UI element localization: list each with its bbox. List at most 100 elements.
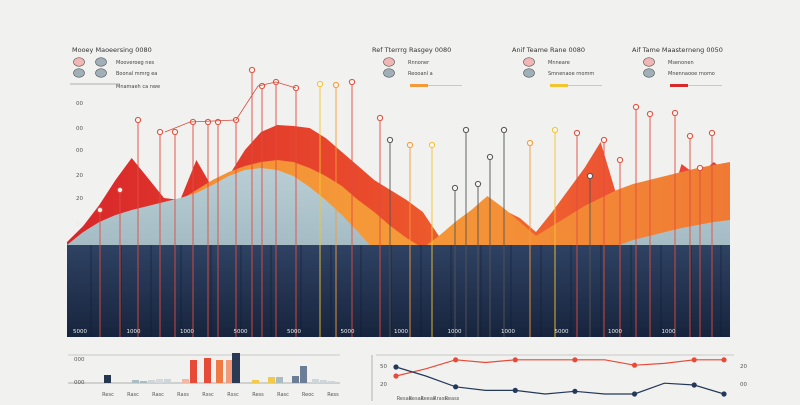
line-point [691,357,697,363]
bar [292,376,299,383]
bar-x-tick-label: Rssc [202,392,214,398]
legend-item: Boonal mmrg ea [116,71,157,77]
bar [268,377,275,383]
legend-swatch-icon [643,57,655,67]
line-x-tick-label: Resas [409,396,424,401]
line-point [631,391,638,397]
x-tick-label: 5000 [73,329,87,335]
bar-x-tick-label: Rass [177,392,189,398]
x-tick-label: 1000 [180,329,194,335]
legend-item: Mnneare [548,60,570,66]
data-point-marker [486,153,494,161]
bar-y-tick-label: 000 [74,380,85,386]
bar-x-tick-label: Rssc [227,392,239,398]
line-point [393,364,399,370]
legend-swatch-icon [95,68,107,78]
x-tick-label: 5000 [341,329,355,335]
legend-accent-bar [410,84,428,87]
legend-item: Smnenaoe rnomm [548,71,594,77]
legend-swatch-icon [95,57,107,67]
line-point [453,384,459,390]
data-point-marker [428,141,436,149]
bar-y-tick-label: 000 [74,357,85,363]
line-y-tick-label-right: 00 [740,382,747,388]
line-y-tick-label: 50 [380,364,387,370]
line-x-tick-label: Reass [445,396,460,401]
y-tick-label: 20 [76,173,83,179]
legend-item: Reooanl a [408,71,433,77]
x-tick-label: 1000 [127,329,141,335]
data-point-marker [573,129,581,137]
data-point-marker [134,116,142,124]
legend-title: Ref Tterrrg Rasgey 0080 [372,46,451,54]
data-point-marker [316,80,324,88]
bar [226,360,233,383]
data-point-marker [376,114,384,122]
legend-swatch-icon [523,68,535,78]
bar [300,366,307,383]
y-tick-label: 00 [76,101,83,107]
navy-line-series [395,366,725,395]
bar [132,380,139,383]
data-point-marker [551,126,559,134]
data-point-marker [671,109,679,117]
data-point-marker [248,66,256,74]
legend-accent-bar [550,84,568,87]
data-point-marker [116,186,124,194]
x-tick-label: 1000 [448,329,462,335]
data-point-marker [616,156,624,164]
bar [328,381,335,383]
bar [148,380,155,383]
line-point [572,388,578,394]
bar [104,375,111,383]
bar-x-tick-label: Rasc [127,392,139,398]
bar-x-tick-label: Rasc [152,392,164,398]
legend-item: Mnennaooe rnomo [668,71,715,77]
legend-item: Mnamaeh ca nwe [116,84,160,90]
data-point-marker [500,126,508,134]
legend-swatch-icon [643,68,655,78]
bar [156,379,163,383]
main-area-chart: 0000002020505050505050500010001000500050… [67,66,730,337]
x-tick-label: 1000 [394,329,408,335]
data-point-marker [632,103,640,111]
data-point-marker [214,118,222,126]
bar [312,379,319,383]
data-point-marker [462,126,470,134]
legend-swatch-icon [523,57,535,67]
red-line-series [395,359,724,377]
bar [204,358,211,383]
data-point-marker [386,136,394,144]
line-point [721,391,727,397]
data-point-marker [686,132,694,140]
data-point-marker [600,136,608,144]
legend-title: Mooey Maoeersing 0080 [72,46,152,54]
bar-x-tick-label: Reoc [302,392,314,398]
data-point-marker [96,206,104,214]
line-y-tick-label: 20 [380,382,387,388]
data-point-marker [156,128,164,136]
navy-area-series [67,245,730,337]
x-tick-label: 1000 [662,329,676,335]
line-x-tick-label: Rrass [433,396,447,401]
x-tick-label: 1000 [501,329,515,335]
line-point [512,357,518,363]
legend-item: Msenonen [668,60,694,66]
data-point-marker [332,81,340,89]
data-point-marker [406,141,414,149]
data-point-marker [696,164,704,172]
bar [216,360,223,383]
bar [140,381,147,383]
bar-x-tick-label: Resc [102,392,114,398]
legend-accent-bar [670,84,688,87]
data-point-marker [708,129,716,137]
x-tick-label: 1000 [608,329,622,335]
y-tick-label: 20 [76,196,83,202]
data-point-marker [646,110,654,118]
line-x-tick-label: Resas [397,396,412,401]
mini-bar-chart: 000 000 Resc Rasc Rasc Rass Rssc Rssc Ress Rasc Re… [68,353,340,398]
bar-x-tick-label: Ress [327,392,339,398]
x-tick-label: 5000 [234,329,248,335]
y-tick-label: 00 [76,148,83,154]
